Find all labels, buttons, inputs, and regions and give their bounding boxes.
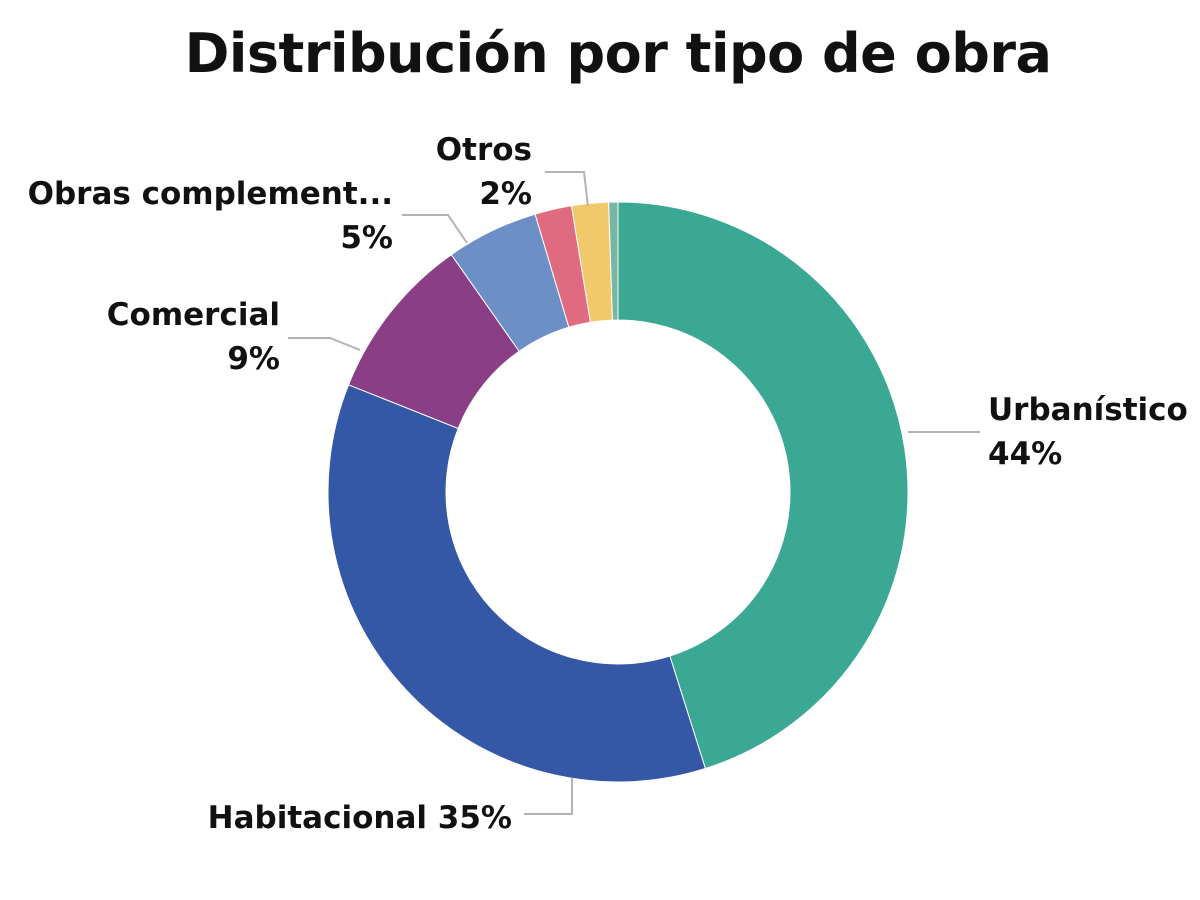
data-label: Urbanístico [988, 392, 1188, 428]
leaders-layer [288, 171, 980, 815]
data-label: 9% [227, 341, 280, 377]
data-label: 2% [479, 176, 532, 212]
donut-slice-6[interactable] [608, 201, 619, 321]
donut-slice-habitacional[interactable] [327, 384, 707, 783]
leader-line [402, 214, 468, 244]
slices-layer [327, 201, 909, 783]
data-label: Obras complement... [28, 176, 393, 212]
data-label: Habitacional 35% [208, 800, 512, 836]
data-label: 5% [340, 220, 393, 256]
donut-slice-urban-stico[interactable] [617, 201, 909, 770]
labels-layer: Urbanístico 44% Habitacional 35% Comercial 9… [28, 132, 1188, 836]
leader-line [288, 337, 361, 351]
data-label: Comercial [107, 297, 280, 333]
leader-line [545, 171, 589, 207]
leader-line [524, 778, 573, 815]
chart-title: Distribución por tipo de obra [184, 22, 1052, 85]
data-label: Otros [436, 132, 532, 168]
data-label: 44% [988, 436, 1062, 472]
